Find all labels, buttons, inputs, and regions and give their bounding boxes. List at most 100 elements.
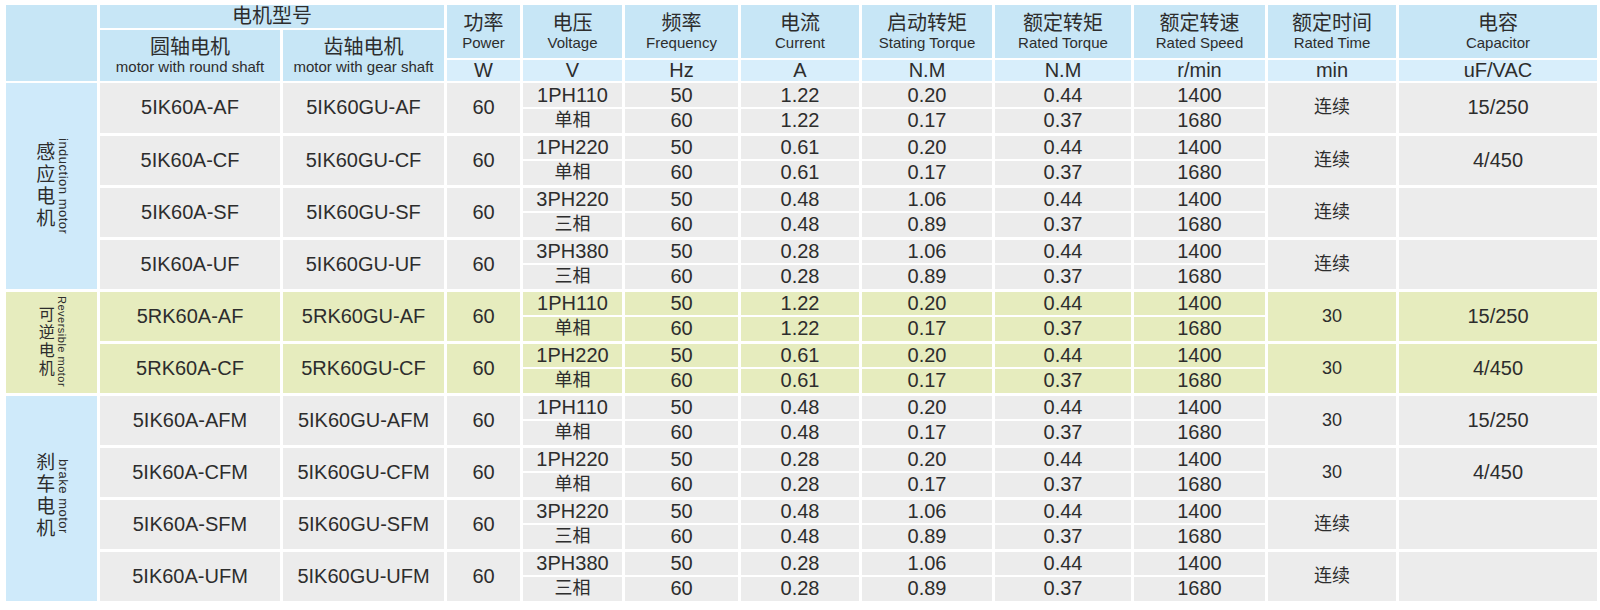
cell-voltage-spec: 1PH110 bbox=[522, 82, 624, 108]
cell-starting-torque-60: 0.89 bbox=[861, 576, 994, 602]
cell-rated-speed-50: 1400 bbox=[1133, 134, 1267, 160]
cell-rated-speed-50: 1400 bbox=[1133, 238, 1267, 264]
cell-current-60: 0.48 bbox=[740, 212, 861, 238]
unit-starting-torque: N.M bbox=[861, 59, 994, 82]
cell-gear-shaft-model: 5RK60GU-AF bbox=[282, 290, 446, 342]
cell-current-50: 0.48 bbox=[740, 498, 861, 524]
cell-frequency-60: 60 bbox=[624, 264, 740, 290]
cell-round-shaft-model: 5IK60A-CFM bbox=[99, 446, 282, 498]
cell-round-shaft-model: 5IK60A-UF bbox=[99, 238, 282, 290]
cell-starting-torque-50: 1.06 bbox=[861, 186, 994, 212]
cell-round-shaft-model: 5RK60A-CF bbox=[99, 342, 282, 394]
section-label-en: Reversible motor bbox=[56, 296, 68, 387]
cell-power: 60 bbox=[446, 394, 522, 446]
cell-starting-torque-50: 1.06 bbox=[861, 550, 994, 576]
motor-spec-table-wrapper: 电机型号 功率 Power 电压 Voltage 频率 Frequency 电流… bbox=[0, 0, 1600, 604]
unit-current: A bbox=[740, 59, 861, 82]
cell-power: 60 bbox=[446, 550, 522, 602]
cell-round-shaft-model: 5IK60A-AF bbox=[99, 82, 282, 134]
cell-rated-torque-50: 0.44 bbox=[994, 238, 1133, 264]
cell-starting-torque-50: 0.20 bbox=[861, 134, 994, 160]
motor-spec-table: 电机型号 功率 Power 电压 Voltage 频率 Frequency 电流… bbox=[3, 3, 1600, 604]
cell-current-50: 1.22 bbox=[740, 290, 861, 316]
cell-voltage-spec: 1PH220 bbox=[522, 134, 624, 160]
cell-starting-torque-50: 0.20 bbox=[861, 446, 994, 472]
cell-starting-torque-60: 0.17 bbox=[861, 160, 994, 186]
cell-gear-shaft-model: 5RK60GU-CF bbox=[282, 342, 446, 394]
cell-current-50: 0.48 bbox=[740, 394, 861, 420]
cell-capacitor: 4/450 bbox=[1398, 446, 1599, 498]
cell-starting-torque-50: 1.06 bbox=[861, 238, 994, 264]
unit-frequency: Hz bbox=[624, 59, 740, 82]
cell-starting-torque-50: 0.20 bbox=[861, 82, 994, 108]
section-label-zh: 感应电机 bbox=[33, 142, 53, 230]
cell-rated-time: 连续 bbox=[1267, 186, 1398, 238]
cell-current-50: 1.22 bbox=[740, 82, 861, 108]
section-label-wrap: 可逆电机Reversible motor bbox=[36, 296, 67, 387]
col-header-frequency: 频率 Frequency bbox=[624, 4, 740, 59]
cell-current-60: 0.61 bbox=[740, 368, 861, 394]
cell-rated-speed-60: 1680 bbox=[1133, 316, 1267, 342]
cell-frequency-60: 60 bbox=[624, 316, 740, 342]
section-label-en: induction motor bbox=[56, 138, 70, 234]
corner-cell bbox=[5, 4, 99, 82]
unit-voltage: V bbox=[522, 59, 624, 82]
spec-row-50hz: 可逆电机Reversible motor5RK60A-AF5RK60GU-AF6… bbox=[5, 290, 1599, 316]
spec-row-50hz: 5IK60A-CF5IK60GU-CF601PH220500.610.200.4… bbox=[5, 134, 1599, 160]
cell-current-60: 0.28 bbox=[740, 472, 861, 498]
cell-gear-shaft-model: 5IK60GU-CFM bbox=[282, 446, 446, 498]
section-label-zh: 刹车电机 bbox=[33, 452, 53, 540]
cell-starting-torque-50: 0.20 bbox=[861, 342, 994, 368]
cell-rated-speed-60: 1680 bbox=[1133, 264, 1267, 290]
spec-row-50hz: 5IK60A-UF5IK60GU-UF603PH380500.281.060.4… bbox=[5, 238, 1599, 264]
cell-rated-speed-50: 1400 bbox=[1133, 550, 1267, 576]
cell-frequency-60: 60 bbox=[624, 368, 740, 394]
cell-starting-torque-60: 0.17 bbox=[861, 108, 994, 134]
cell-voltage-phase: 单相 bbox=[522, 160, 624, 186]
cell-power: 60 bbox=[446, 342, 522, 394]
cell-round-shaft-model: 5IK60A-CF bbox=[99, 134, 282, 186]
section-label-reversible: 可逆电机Reversible motor bbox=[5, 290, 99, 394]
cell-frequency-50: 50 bbox=[624, 186, 740, 212]
unit-rated-torque: N.M bbox=[994, 59, 1133, 82]
cell-voltage-spec: 3PH220 bbox=[522, 186, 624, 212]
cell-rated-speed-50: 1400 bbox=[1133, 446, 1267, 472]
cell-rated-speed-60: 1680 bbox=[1133, 472, 1267, 498]
cell-frequency-60: 60 bbox=[624, 524, 740, 550]
col-header-current: 电流 Current bbox=[740, 4, 861, 59]
cell-rated-speed-60: 1680 bbox=[1133, 108, 1267, 134]
cell-frequency-60: 60 bbox=[624, 212, 740, 238]
cell-rated-time: 30 bbox=[1267, 342, 1398, 394]
cell-gear-shaft-model: 5IK60GU-SFM bbox=[282, 498, 446, 550]
cell-gear-shaft-model: 5IK60GU-AFM bbox=[282, 394, 446, 446]
cell-current-60: 0.61 bbox=[740, 160, 861, 186]
cell-rated-speed-50: 1400 bbox=[1133, 394, 1267, 420]
cell-power: 60 bbox=[446, 82, 522, 134]
cell-starting-torque-60: 0.89 bbox=[861, 264, 994, 290]
unit-rated-time: min bbox=[1267, 59, 1398, 82]
cell-frequency-60: 60 bbox=[624, 472, 740, 498]
section-label-induction: 感应电机induction motor bbox=[5, 82, 99, 290]
cell-voltage-phase: 单相 bbox=[522, 420, 624, 446]
cell-rated-torque-60: 0.37 bbox=[994, 108, 1133, 134]
cell-rated-speed-60: 1680 bbox=[1133, 524, 1267, 550]
spec-row-50hz: 感应电机induction motor5IK60A-AF5IK60GU-AF60… bbox=[5, 82, 1599, 108]
cell-round-shaft-model: 5IK60A-SF bbox=[99, 186, 282, 238]
spec-row-50hz: 5IK60A-CFM5IK60GU-CFM601PH220500.280.200… bbox=[5, 446, 1599, 472]
spec-row-50hz: 5RK60A-CF5RK60GU-CF601PH220500.610.200.4… bbox=[5, 342, 1599, 368]
cell-current-60: 1.22 bbox=[740, 316, 861, 342]
cell-capacitor: 4/450 bbox=[1398, 342, 1599, 394]
cell-power: 60 bbox=[446, 186, 522, 238]
cell-power: 60 bbox=[446, 446, 522, 498]
cell-starting-torque-60: 0.17 bbox=[861, 472, 994, 498]
cell-voltage-spec: 3PH220 bbox=[522, 498, 624, 524]
cell-power: 60 bbox=[446, 238, 522, 290]
cell-voltage-spec: 1PH220 bbox=[522, 446, 624, 472]
cell-capacitor: 15/250 bbox=[1398, 290, 1599, 342]
cell-frequency-50: 50 bbox=[624, 342, 740, 368]
cell-frequency-50: 50 bbox=[624, 290, 740, 316]
cell-voltage-spec: 3PH380 bbox=[522, 550, 624, 576]
cell-rated-torque-60: 0.37 bbox=[994, 472, 1133, 498]
cell-capacitor: 4/450 bbox=[1398, 134, 1599, 186]
cell-rated-torque-50: 0.44 bbox=[994, 394, 1133, 420]
